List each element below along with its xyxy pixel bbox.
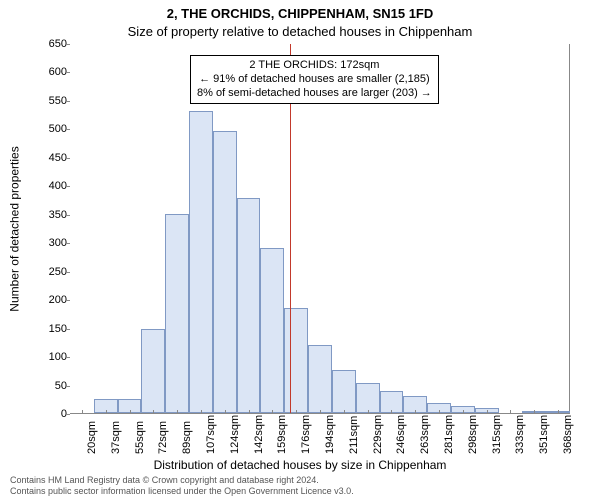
page-title: 2, THE ORCHIDS, CHIPPENHAM, SN15 1FD [0,6,600,21]
x-tick-label: 20sqm [86,421,98,454]
x-tick-label: 333sqm [514,415,526,454]
y-tick-mark [66,272,70,273]
footer-line2: Contains public sector information licen… [10,486,354,496]
histogram-bar [356,383,380,413]
y-tick-label: 250 [27,266,67,278]
y-tick-label: 550 [27,95,67,107]
histogram-bar [237,198,261,413]
y-tick-label: 400 [27,180,67,192]
annotation-line1: 2 THE ORCHIDS: 172sqm [197,59,432,73]
y-tick-mark [66,386,70,387]
y-tick-mark [66,215,70,216]
y-tick-label: 350 [27,209,67,221]
footer-text: Contains HM Land Registry data © Crown c… [10,475,354,496]
y-tick-mark [66,243,70,244]
y-tick-label: 200 [27,294,67,306]
x-tick-label: 55sqm [134,421,146,454]
page-subtitle: Size of property relative to detached ho… [0,24,600,39]
x-tick-mark [225,410,226,414]
x-tick-mark [153,410,154,414]
annotation-box: 2 THE ORCHIDS: 172sqm ← 91% of detached … [190,55,439,104]
x-tick-mark [534,410,535,414]
y-tick-mark [66,300,70,301]
y-tick-mark [66,72,70,73]
y-axis-label-container: Number of detached properties [8,44,22,414]
y-tick-mark [66,158,70,159]
x-tick-label: 124sqm [229,415,241,454]
x-tick-label: 351sqm [538,415,550,454]
x-tick-mark [82,410,83,414]
footer-line1: Contains HM Land Registry data © Crown c… [10,475,354,485]
x-tick-label: 142sqm [253,415,265,454]
x-tick-mark [344,410,345,414]
x-axis-label: Distribution of detached houses by size … [0,458,600,472]
x-tick-label: 107sqm [205,415,217,454]
x-tick-label: 281sqm [443,415,455,454]
histogram-bar [284,308,308,413]
x-tick-mark [106,410,107,414]
x-tick-mark [320,410,321,414]
x-ticks-layer: 20sqm 37sqm 55sqm 72sqm 89sqm 107sqm 124sqm 142… [70,414,570,464]
y-tick-mark [66,357,70,358]
plot-area: 2 THE ORCHIDS: 172sqm ← 91% of detached … [70,44,570,414]
x-tick-mark [415,410,416,414]
x-tick-label: 89sqm [181,421,193,454]
x-tick-label: 263sqm [419,415,431,454]
histogram-bar [332,370,356,413]
x-tick-label: 176sqm [300,415,312,454]
x-tick-label: 211sqm [348,416,360,454]
x-tick-label: 246sqm [395,415,407,454]
annotation-line3: 8% of semi-detached houses are larger (2… [197,87,432,101]
y-tick-label: 150 [27,323,67,335]
x-tick-mark [272,410,273,414]
y-tick-mark [66,186,70,187]
y-tick-label: 600 [27,66,67,78]
y-tick-mark [66,44,70,45]
y-axis-label: Number of detached properties [8,146,22,311]
x-tick-mark [558,410,559,414]
x-tick-label: 159sqm [276,415,288,454]
y-tick-label: 300 [27,237,67,249]
y-tick-mark [66,129,70,130]
histogram-bar [189,111,213,413]
x-tick-mark [463,410,464,414]
histogram-bar [165,214,189,413]
x-tick-mark [368,410,369,414]
x-tick-label: 229sqm [372,415,384,454]
x-tick-label: 37sqm [110,421,122,454]
x-tick-label: 368sqm [562,415,574,454]
x-tick-mark [201,410,202,414]
histogram-bar [260,248,284,413]
x-tick-mark [249,410,250,414]
y-tick-mark [66,101,70,102]
y-tick-label: 50 [27,380,67,392]
x-tick-mark [130,410,131,414]
x-tick-mark [391,410,392,414]
x-tick-label: 194sqm [324,415,336,454]
y-tick-label: 100 [27,351,67,363]
histogram-bar [141,329,165,413]
x-tick-mark [487,410,488,414]
y-tick-mark [66,329,70,330]
y-tick-label: 650 [27,38,67,50]
y-tick-label: 450 [27,152,67,164]
figure-container: 2, THE ORCHIDS, CHIPPENHAM, SN15 1FD Siz… [0,0,600,500]
y-tick-label: 500 [27,123,67,135]
y-tick-label: 0 [27,408,67,420]
x-tick-mark [177,410,178,414]
histogram-bar [308,345,332,413]
x-tick-label: 72sqm [157,421,169,454]
x-tick-label: 298sqm [467,415,479,454]
x-tick-mark [510,410,511,414]
annotation-line2: ← 91% of detached houses are smaller (2,… [197,73,432,87]
x-tick-label: 315sqm [491,415,503,454]
histogram-bar [213,131,237,413]
x-tick-mark [439,410,440,414]
x-tick-mark [296,410,297,414]
